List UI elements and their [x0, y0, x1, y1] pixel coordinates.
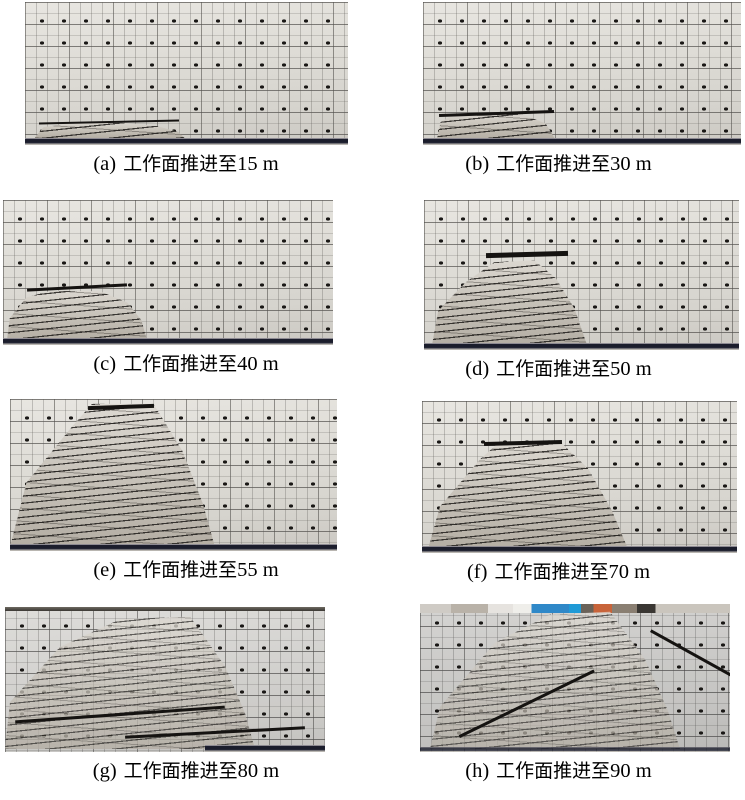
model-base-band [420, 747, 730, 752]
panel-c-unit: m [262, 353, 279, 375]
panel-g-caption: (g) 工作面推进至80 m [0, 760, 372, 784]
panel-b-caption: (b) 工作面推进至30 m [372, 153, 745, 177]
panel-a-distance: 15 [237, 153, 258, 175]
panel-g-caption-zh: 工作面推进至 [123, 760, 238, 782]
panel-h-caption-zh: 工作面推进至 [496, 760, 611, 782]
panel-a-caption: (a) 工作面推进至15 m [0, 153, 372, 177]
panel-b: (b) 工作面推进至30 m [372, 0, 745, 195]
panel-e-caption: (e) 工作面推进至55 m [0, 559, 372, 583]
model-base-band [424, 343, 739, 350]
panel-f-unit: m [634, 561, 651, 583]
panel-f: (f) 工作面推进至70 m [372, 395, 745, 595]
model-base-band [422, 546, 737, 553]
panel-h-distance: 90 [610, 760, 631, 782]
panel-g: (g) 工作面推进至80 m [0, 595, 372, 800]
panel-f-caption: (f) 工作面推进至70 m [372, 561, 745, 585]
panel-c-caption: (c) 工作面推进至40 m [0, 353, 372, 377]
panel-f-caption-zh: 工作面推进至 [494, 561, 609, 583]
panel-b-caption-zh: 工作面推进至 [496, 153, 611, 175]
panel-b-photo [423, 2, 741, 145]
panel-f-photo [422, 401, 737, 553]
panel-e-distance: 55 [237, 559, 258, 581]
panel-g-unit: m [263, 760, 280, 782]
panel-d-caption-zh: 工作面推进至 [496, 358, 611, 380]
model-base-band [10, 544, 337, 551]
panel-e: (e) 工作面推进至55 m [0, 395, 372, 595]
panel-e-photo [10, 399, 337, 551]
panel-b-label: (b) [465, 153, 490, 175]
panel-g-photo [5, 607, 325, 752]
caving-zone-a [34, 122, 185, 138]
panel-b-unit: m [635, 153, 652, 175]
panel-d-label: (d) [465, 358, 490, 380]
panel-c-caption-zh: 工作面推进至 [123, 353, 238, 375]
panel-a-unit: m [262, 153, 279, 175]
panel-c: (c) 工作面推进至40 m [0, 195, 372, 395]
panel-a: (a) 工作面推进至15 m [0, 0, 372, 195]
model-base-band [3, 338, 333, 345]
panel-h-unit: m [635, 760, 652, 782]
panel-d-unit: m [635, 358, 652, 380]
panel-d: (d) 工作面推进至50 m [372, 195, 745, 395]
panel-g-distance: 80 [237, 760, 259, 782]
panel-a-caption-zh: 工作面推进至 [123, 153, 238, 175]
model-base-band [423, 138, 741, 145]
panel-h-label: (h) [465, 760, 490, 782]
panel-c-photo [3, 200, 333, 345]
background-sky-strip [420, 604, 730, 613]
panel-c-label: (c) [93, 353, 117, 375]
panel-h-caption: (h) 工作面推进至90 m [372, 760, 745, 784]
panel-a-photo [24, 2, 348, 145]
panel-e-caption-zh: 工作面推进至 [123, 559, 238, 581]
panel-c-distance: 40 [237, 353, 258, 375]
panel-d-distance: 50 [610, 358, 631, 380]
model-base-band [24, 138, 348, 145]
panel-d-caption: (d) 工作面推进至50 m [372, 358, 745, 382]
panel-b-distance: 30 [610, 153, 631, 175]
panel-e-unit: m [262, 559, 279, 581]
panel-f-label: (f) [466, 561, 488, 583]
panel-e-label: (e) [93, 559, 117, 581]
panel-g-label: (g) [92, 760, 117, 782]
panel-d-photo [424, 200, 739, 350]
panel-h-photo [420, 604, 730, 752]
model-base-band [205, 745, 325, 752]
model-frame-top-strip [5, 607, 325, 611]
panel-h: (h) 工作面推进至90 m [372, 595, 745, 800]
panel-a-label: (a) [93, 153, 117, 175]
panel-f-distance: 70 [608, 561, 629, 583]
